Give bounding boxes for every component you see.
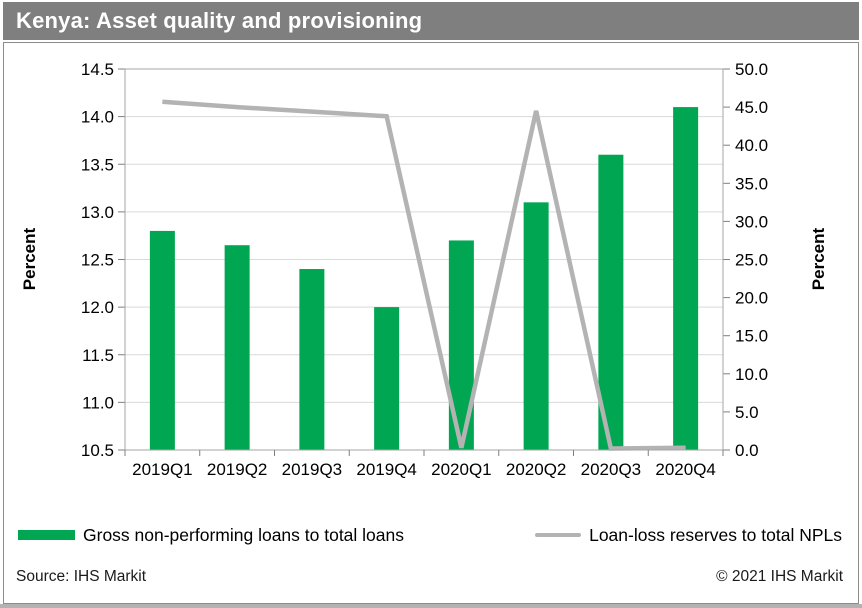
x-axis-label-2020Q2: 2020Q2 [506,460,567,479]
chart-frame: 10.5 11.0 11.5 12.0 12.5 13.0 13.5 14.0 14.5 0.0 5… [3,42,859,604]
footer: Source: IHS Markit © 2021 IHS Markit [4,568,858,586]
bar-2020Q2 [523,202,549,450]
bar-2019Q2 [224,245,250,450]
legend: Gross non-performing loans to total loan… [4,524,858,546]
left-axis-tick-label: 11.0 [82,393,114,412]
bar-series-swatch [18,530,75,540]
bottom-strip [0,604,862,608]
bar-2019Q4 [374,307,400,450]
bar-series-label: Gross non-performing loans to total loan… [83,524,404,545]
bar-2019Q1 [149,230,175,450]
plot-area: 10.5 11.0 11.5 12.0 12.5 13.0 13.5 14.0 14.5 0.0 5… [81,60,768,479]
line-series-label: Loan-loss reserves to total NPLs [589,524,842,545]
x-axis-label-2020Q4: 2020Q4 [655,460,716,479]
x-axis-label-2019Q2: 2019Q2 [207,460,268,479]
right-axis-tick-label: 40.0 [735,136,768,155]
right-axis-tick-label: 15.0 [735,327,768,346]
x-axis-label-2019Q3: 2019Q3 [282,460,343,479]
right-axis-tick-label: 0.0 [735,441,759,460]
left-axis-tick-label: 13.5 [81,155,114,174]
legend-item-reserves-line: Loan-loss reserves to total NPLs [535,525,842,546]
left-axis-title: Percent [20,227,39,291]
left-axis-tick-label: 13.0 [81,203,114,222]
x-axis-label-2020Q3: 2020Q3 [581,460,642,479]
left-axis-tick-label: 12.0 [81,298,114,317]
bar-2019Q3 [299,269,325,450]
x-axis-label-2019Q1: 2019Q1 [132,460,193,479]
left-axis-tick-label: 12.5 [81,251,114,270]
source-note: Source: IHS Markit [16,568,147,585]
right-axis-tick-label: 50.0 [735,60,768,79]
bar-2020Q4 [673,107,699,450]
x-axis-label-2020Q1: 2020Q1 [431,460,492,479]
left-axis-tick-label: 14.0 [81,108,114,127]
right-axis-tick-label: 30.0 [735,212,768,231]
copyright-note: © 2021 IHS Markit [716,568,843,585]
left-axis-tick-label: 10.5 [81,441,114,460]
loan-loss-reserves-line [162,99,686,451]
right-axis-tick-label: 5.0 [735,403,759,422]
left-axis-tick-label: 11.5 [82,346,114,365]
right-axis-tick-label: 45.0 [735,98,768,117]
right-axis-tick-label: 35.0 [735,174,768,193]
right-axis-title: Percent [809,227,828,291]
x-axis-label-2019Q4: 2019Q4 [356,460,417,479]
page-title: Kenya: Asset quality and provisioning [3,2,859,40]
right-axis-tick-label: 10.0 [735,365,768,384]
line-series-swatch [535,533,582,537]
right-axis-tick-label: 25.0 [735,251,768,270]
left-axis-tick-label: 14.5 [81,60,114,79]
legend-item-npl-bars: Gross non-performing loans to total loan… [18,525,404,546]
right-axis-tick-label: 20.0 [735,289,768,308]
